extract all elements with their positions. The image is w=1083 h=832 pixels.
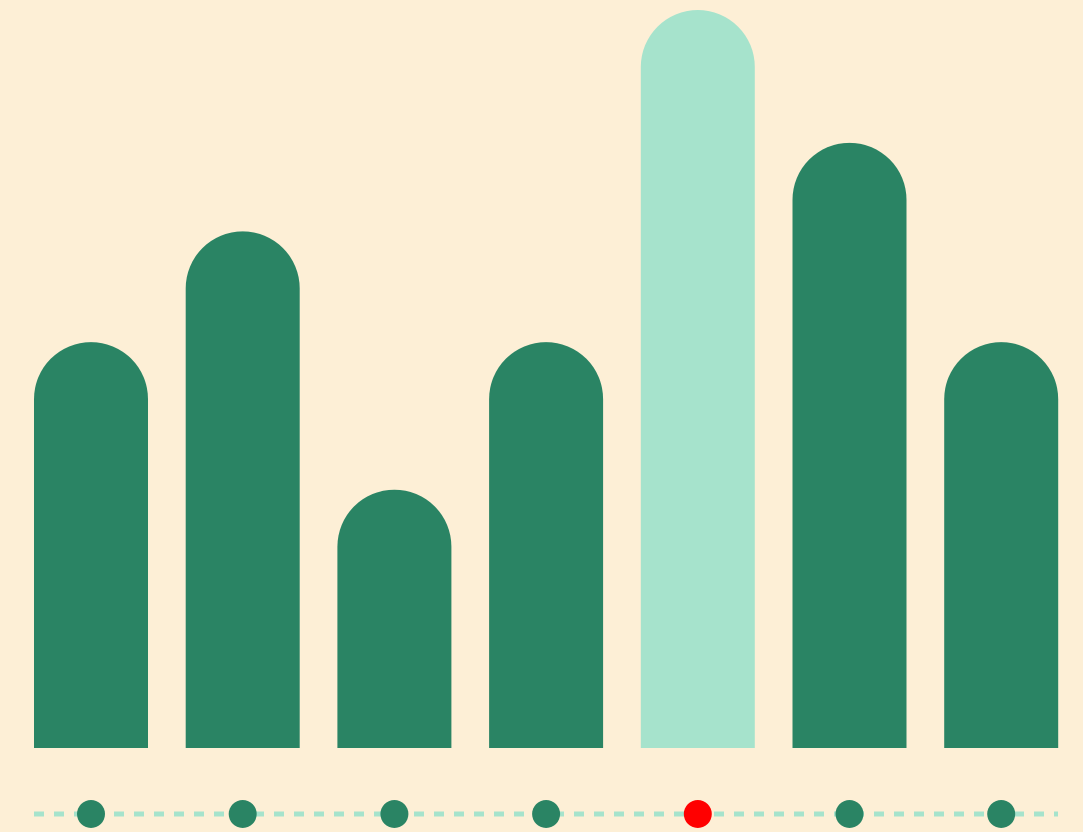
bar[interactable] (185, 231, 300, 748)
bar[interactable] (34, 342, 148, 748)
dots-layer (77, 800, 1016, 828)
slider-dot[interactable] (532, 800, 561, 828)
slider-dot[interactable] (835, 800, 864, 828)
bar[interactable] (944, 342, 1059, 748)
slider-dot[interactable] (987, 800, 1016, 828)
slider-dot[interactable] (380, 800, 409, 828)
bar-selected[interactable] (640, 10, 755, 749)
bar[interactable] (337, 489, 452, 748)
bars-layer (34, 10, 1059, 749)
bar[interactable] (489, 342, 604, 748)
slider-dot-selected[interactable] (683, 800, 712, 828)
slider-dot[interactable] (77, 800, 105, 828)
bar[interactable] (792, 142, 907, 749)
slider-dot[interactable] (228, 800, 257, 828)
